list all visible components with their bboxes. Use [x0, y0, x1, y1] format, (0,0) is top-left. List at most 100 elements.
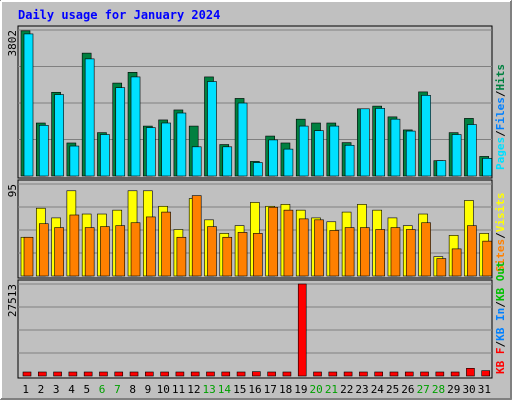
bar-sites: [268, 206, 278, 277]
x-tick-label: 24: [371, 383, 385, 396]
bar-kbytes: [206, 371, 215, 377]
bar-kbytes: [236, 371, 246, 377]
bar-sites: [360, 227, 370, 277]
bar-pages: [283, 148, 294, 177]
bar-sites: [69, 214, 80, 277]
bar-kbytes: [313, 371, 322, 377]
bar-sites: [84, 227, 95, 277]
bar-pages: [390, 118, 401, 177]
bar-kbytes: [53, 371, 62, 377]
bar-kbytes: [420, 371, 429, 377]
bar-sites: [191, 195, 202, 277]
bar-sites: [329, 230, 340, 277]
bar-sites: [100, 226, 110, 277]
bar-kbytes: [68, 371, 78, 377]
x-tick-label: 1: [22, 383, 29, 396]
bar-kbytes: [160, 371, 169, 377]
bar-pages: [69, 145, 80, 177]
x-tick-label: 27: [417, 383, 430, 396]
bar-pages: [38, 125, 49, 177]
y-max-label: 3802: [6, 30, 19, 57]
bar-sites: [390, 227, 401, 277]
x-tick-label: 26: [401, 383, 414, 396]
legend-bottom: KB F/KB In/KB Out: [494, 261, 507, 374]
bar-pages: [146, 127, 156, 177]
bar-pages: [130, 76, 141, 177]
bar-kbytes: [267, 371, 276, 377]
x-tick-label: 6: [99, 383, 106, 396]
bar-sites: [344, 227, 355, 277]
x-tick-label: 23: [355, 383, 368, 396]
bar-sites: [405, 229, 416, 277]
bar-kbytes: [374, 371, 383, 377]
bar-pages: [268, 139, 278, 177]
legend-entry: /: [494, 130, 507, 137]
bar-kbytes: [175, 371, 185, 377]
x-tick-label: 30: [462, 383, 475, 396]
bar-sites: [207, 226, 217, 277]
x-tick-label: 7: [114, 383, 121, 396]
legend-entry: KB F: [494, 348, 507, 375]
legend-entry: KB Out: [494, 261, 507, 301]
legend-entry: Sites: [494, 239, 507, 272]
bar-kbytes: [129, 371, 139, 377]
bar-sites: [467, 225, 477, 277]
x-tick-label: 5: [83, 383, 90, 396]
bar-sites: [146, 216, 156, 277]
bar-sites: [38, 223, 49, 277]
bar-sites: [54, 227, 64, 277]
bar-sites: [115, 225, 126, 277]
bar-pages: [344, 144, 355, 177]
x-tick-label: 25: [386, 383, 399, 396]
bar-kbytes: [404, 371, 414, 377]
x-tick-label: 17: [264, 383, 277, 396]
legend-entry: /: [494, 301, 507, 308]
bar-kbytes: [466, 368, 475, 377]
bar-pages: [253, 162, 263, 177]
x-tick-label: 10: [157, 383, 170, 396]
bar-kbytes: [481, 370, 491, 377]
x-tick-label: 29: [447, 383, 460, 396]
bar-pages: [84, 58, 95, 177]
x-tick-label: 22: [340, 383, 353, 396]
bar-sites: [222, 236, 233, 277]
x-tick-label: 13: [203, 383, 216, 396]
bar-pages: [329, 125, 340, 177]
bar-sites: [283, 209, 294, 277]
x-tick-label: 14: [218, 383, 232, 396]
legend-entry: Files: [494, 97, 507, 130]
legend-entry: Visits: [494, 193, 507, 233]
x-tick-label: 21: [325, 383, 338, 396]
legend-entry: Hits: [494, 64, 507, 91]
bar-sites: [451, 248, 462, 277]
bar-sites: [237, 232, 248, 277]
x-tick-label: 20: [310, 383, 323, 396]
bar-pages: [207, 81, 217, 177]
bar-pages: [298, 125, 309, 177]
bar-kbytes: [37, 371, 47, 377]
bar-kbytes: [22, 371, 32, 377]
legend-middle: Sites/Visits: [494, 193, 507, 273]
bar-kbytes: [145, 371, 154, 377]
bar-pages: [161, 122, 171, 177]
bar-pages: [222, 146, 233, 177]
bar-pages: [23, 33, 34, 177]
x-tick-label: 11: [172, 383, 185, 396]
panel-hits-files-pages: 3802: [6, 25, 493, 179]
x-tick-label: 12: [187, 383, 200, 396]
x-tick-label: 18: [279, 383, 292, 396]
bar-pages: [100, 134, 110, 177]
x-axis-labels: 1 2 3 4 5 6 7 8 9 10 11 12 13 14 15 16 17 18 19 20 21 22 23 24 2…: [22, 383, 491, 396]
bar-sites: [253, 233, 263, 277]
legend-entry: /: [494, 341, 507, 348]
bar-pages: [237, 102, 248, 177]
bar-sites: [161, 211, 171, 277]
x-tick-label: 31: [478, 383, 491, 396]
bar-kbytes: [435, 371, 445, 377]
x-tick-label: 19: [294, 383, 307, 396]
bar-kbytes: [359, 371, 368, 377]
bar-pages: [360, 108, 370, 177]
bar-pages: [451, 134, 462, 177]
x-tick-label: 2: [38, 383, 45, 396]
